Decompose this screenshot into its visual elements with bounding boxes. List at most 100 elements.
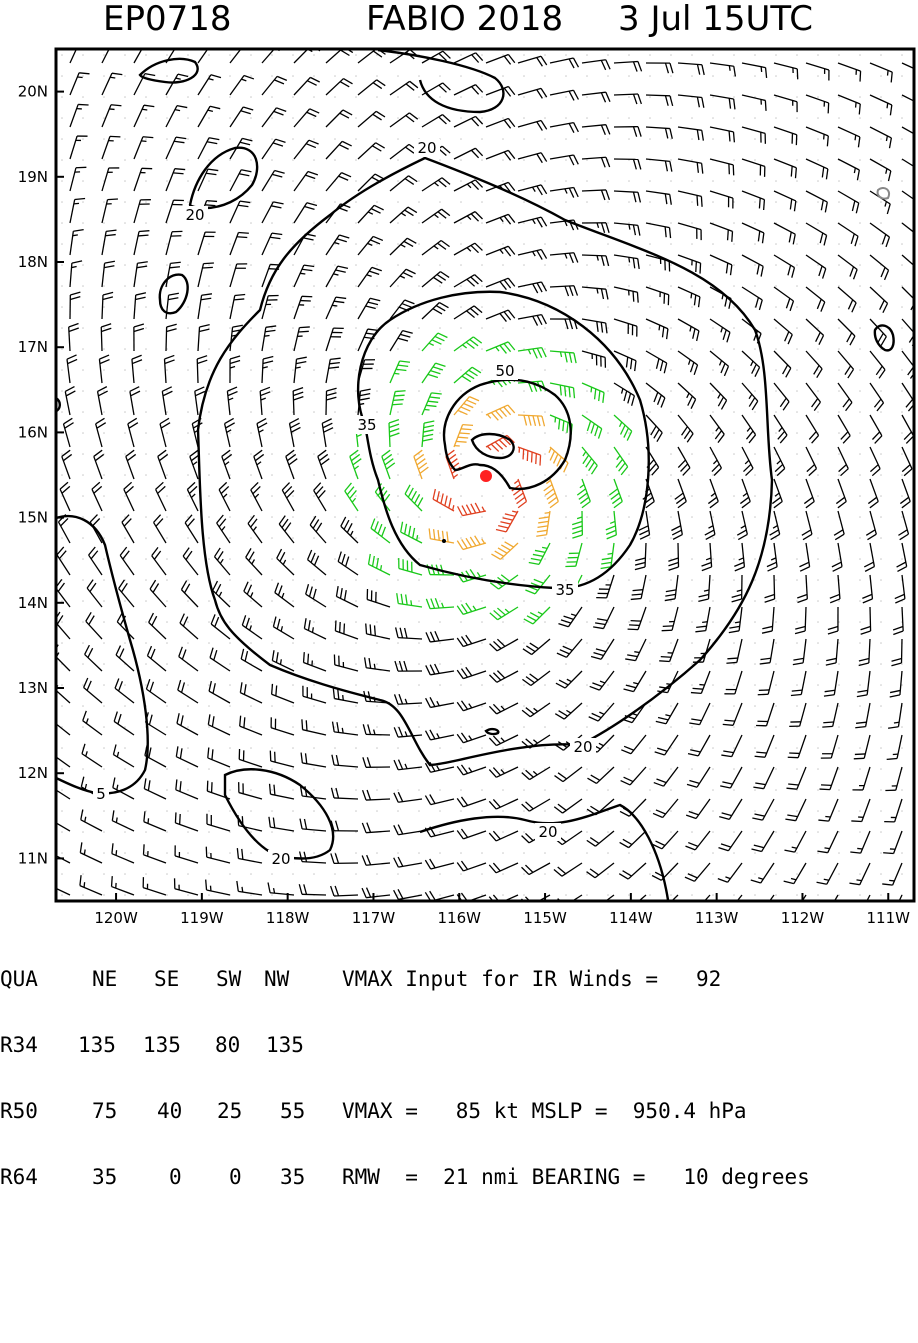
- grid-dot: [334, 222, 336, 224]
- grid-dot: [460, 264, 462, 266]
- wind-barb-feather: [637, 292, 638, 302]
- grid-dot: [691, 747, 693, 749]
- grid-dot: [691, 579, 693, 581]
- grid-dot: [880, 831, 882, 833]
- grid-dot: [82, 453, 84, 455]
- grid-dot: [460, 180, 462, 182]
- grid-dot: [82, 180, 84, 182]
- grid-dot: [691, 285, 693, 287]
- row-label: R50: [0, 1100, 38, 1122]
- grid-dot: [775, 894, 777, 896]
- grid-dot: [901, 432, 903, 434]
- grid-dot: [733, 579, 735, 581]
- grid-dot: [859, 495, 861, 497]
- grid-dot: [355, 642, 357, 644]
- grid-dot: [565, 558, 567, 560]
- grid-dot: [376, 894, 378, 896]
- grid-dot: [901, 726, 903, 728]
- grid-dot: [460, 96, 462, 98]
- grid-dot: [859, 390, 861, 392]
- grid-dot: [103, 285, 105, 287]
- storm-center-marker: [480, 470, 492, 482]
- grid-dot: [796, 306, 798, 308]
- grid-dot: [733, 516, 735, 518]
- grid-dot: [103, 96, 105, 98]
- wind-barb-half-feather: [53, 816, 54, 821]
- grid-dot: [502, 201, 504, 203]
- grid-dot: [859, 159, 861, 161]
- wind-barb-half-feather: [591, 387, 592, 392]
- grid-dot: [376, 663, 378, 665]
- grid-dot: [607, 642, 609, 644]
- grid-dot: [859, 222, 861, 224]
- grid-dot: [397, 159, 399, 161]
- grid-dot: [166, 831, 168, 833]
- grid-dot: [61, 705, 63, 707]
- grid-dot: [397, 663, 399, 665]
- grid-dot: [838, 705, 840, 707]
- grid-dot: [229, 96, 231, 98]
- grid-dot: [775, 642, 777, 644]
- grid-dot: [250, 54, 252, 56]
- grid-dot: [607, 579, 609, 581]
- grid-dot: [670, 243, 672, 245]
- grid-dot: [838, 327, 840, 329]
- grid-dot: [61, 810, 63, 812]
- grid-dot: [313, 306, 315, 308]
- grid-dot: [208, 348, 210, 350]
- grid-dot: [733, 831, 735, 833]
- grid-dot: [61, 54, 63, 56]
- grid-dot: [880, 75, 882, 77]
- grid-dot: [418, 306, 420, 308]
- grid-dot: [61, 894, 63, 896]
- grid-dot: [712, 726, 714, 728]
- grid-dot: [817, 222, 819, 224]
- grid-dot: [670, 138, 672, 140]
- wind-barb-half-feather: [761, 67, 762, 72]
- grid-dot: [859, 831, 861, 833]
- cell-nw: 55: [280, 1100, 305, 1122]
- grid-dot: [355, 768, 357, 770]
- row-label: R64: [0, 1166, 38, 1188]
- grid-dot: [397, 810, 399, 812]
- grid-dot: [544, 201, 546, 203]
- grid-dot: [166, 96, 168, 98]
- grid-dot: [502, 390, 504, 392]
- grid-dot: [334, 432, 336, 434]
- cell-ne: 35: [92, 1166, 117, 1188]
- grid-dot: [271, 159, 273, 161]
- grid-dot: [502, 810, 504, 812]
- grid-dot: [82, 327, 84, 329]
- grid-dot: [292, 642, 294, 644]
- grid-dot: [586, 831, 588, 833]
- grid-dot: [628, 285, 630, 287]
- grid-dot: [712, 411, 714, 413]
- grid-dot: [733, 285, 735, 287]
- grid-dot: [733, 243, 735, 245]
- grid-dot: [250, 264, 252, 266]
- grid-dot: [418, 600, 420, 602]
- grid-dot: [838, 138, 840, 140]
- grid-dot: [208, 369, 210, 371]
- grid-dot: [628, 222, 630, 224]
- grid-dot: [376, 852, 378, 854]
- grid-dot: [397, 453, 399, 455]
- grid-dot: [817, 243, 819, 245]
- grid-dot: [82, 642, 84, 644]
- grid-dot: [376, 201, 378, 203]
- grid-dot: [61, 684, 63, 686]
- wind-barb-feather: [723, 724, 733, 725]
- grid-dot: [754, 516, 756, 518]
- grid-dot: [271, 600, 273, 602]
- grid-dot: [481, 537, 483, 539]
- grid-dot: [355, 537, 357, 539]
- grid-dot: [208, 306, 210, 308]
- x-tick-label: 120W: [94, 909, 138, 924]
- grid-dot: [649, 705, 651, 707]
- grid-dot: [670, 390, 672, 392]
- grid-dot: [313, 810, 315, 812]
- grid-dot: [523, 579, 525, 581]
- grid-dot: [355, 411, 357, 413]
- grid-dot: [670, 810, 672, 812]
- grid-dot: [187, 747, 189, 749]
